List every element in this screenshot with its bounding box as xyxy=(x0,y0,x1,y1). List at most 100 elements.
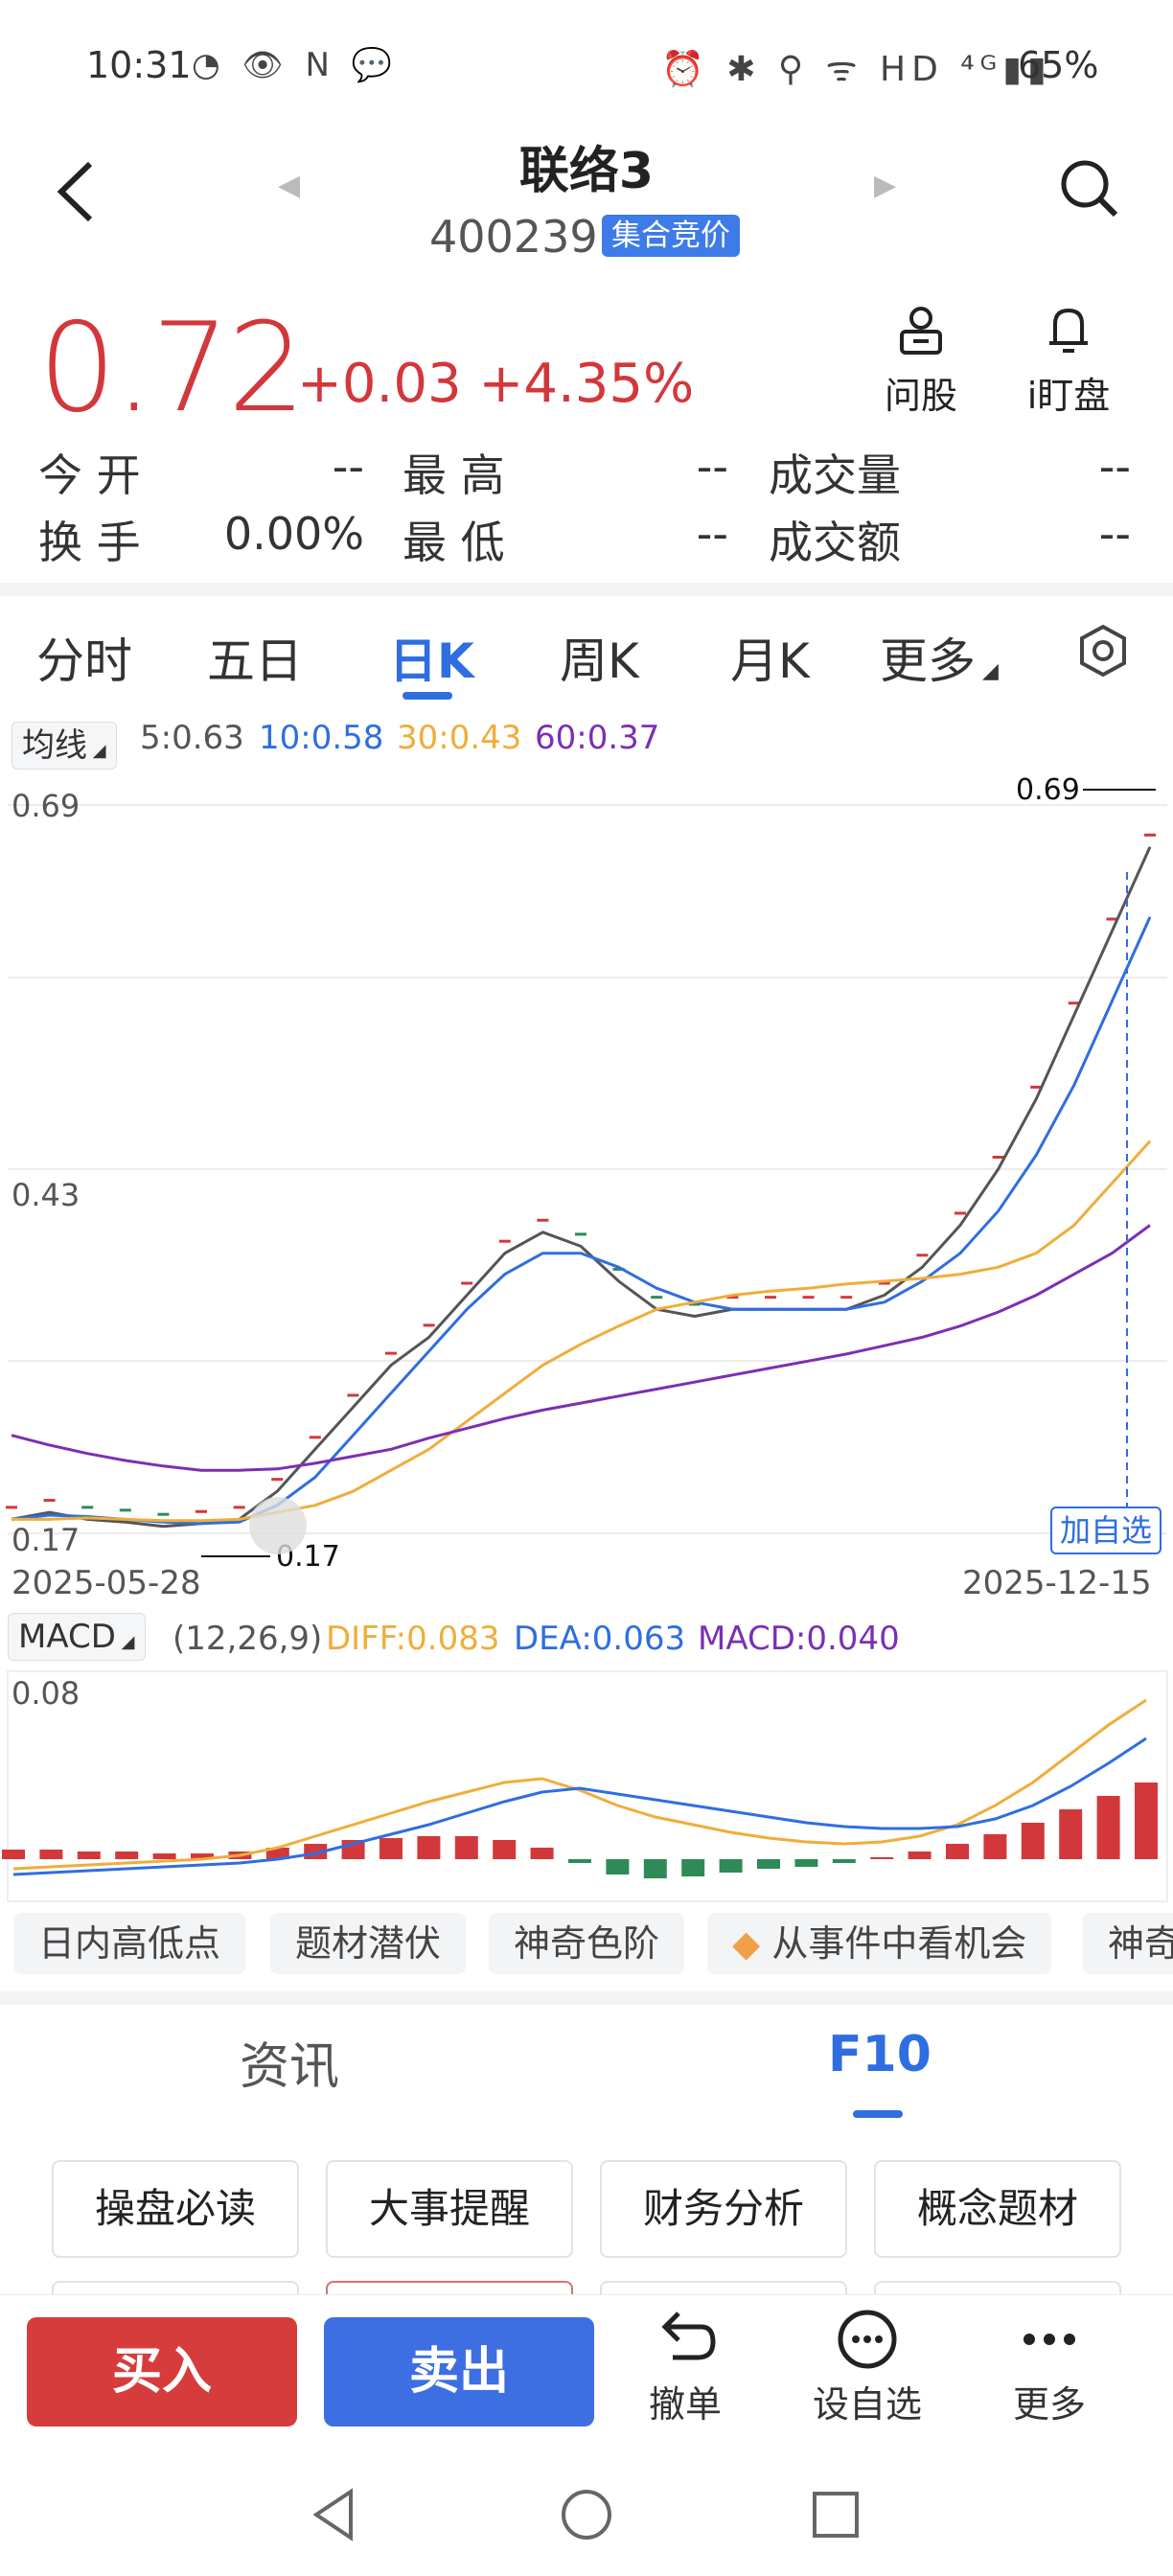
candle-mark xyxy=(954,1211,966,1215)
search-icon[interactable] xyxy=(1060,159,1119,218)
back-icon[interactable] xyxy=(52,158,100,242)
turnover-label: 换 手 xyxy=(38,517,141,568)
set-watch-button[interactable]: 设自选 xyxy=(795,2308,939,2427)
macd-bar xyxy=(115,1852,139,1859)
tag-magic-more[interactable]: 神奇 xyxy=(1083,1913,1173,1974)
candle-mark xyxy=(688,1302,701,1306)
macd-y-tick: 0.08 xyxy=(12,1675,80,1712)
f10-trading-essentials[interactable]: 操盘必读 xyxy=(52,2160,299,2258)
active-tab-indicator xyxy=(402,692,452,700)
candle-mark xyxy=(612,1267,625,1271)
cancel-order-label: 撤单 xyxy=(648,2383,722,2426)
candle-mark xyxy=(81,1506,94,1509)
tab-weekly-k[interactable]: 周K xyxy=(560,633,639,689)
candle-mark xyxy=(537,1218,549,1222)
bell-icon xyxy=(1049,308,1088,353)
tab-intraday[interactable]: 分时 xyxy=(36,633,132,689)
tab-monthly-k[interactable]: 月K xyxy=(730,633,810,689)
tag-event-opportunity[interactable]: ◆ 从事件中看机会 xyxy=(707,1913,1052,1974)
ma-chip: 均线 ◢ xyxy=(12,722,117,770)
ask-stock-button[interactable]: 问股 xyxy=(859,305,983,419)
volume-label: 成交量 xyxy=(769,449,901,501)
macd-selector[interactable]: MACD ◢ xyxy=(8,1613,146,1661)
status-notification-icons: ◔ 👁 N 💬 xyxy=(192,46,399,84)
price-change: +0.03 +4.35% xyxy=(297,353,695,415)
diamond-icon: ◆ xyxy=(732,1922,772,1965)
auction-badge: 集合竞价 xyxy=(602,215,740,257)
macd-bar xyxy=(380,1838,402,1859)
set-watch-label: 设自选 xyxy=(812,2383,922,2426)
ma5-value: 5:0.63 xyxy=(140,719,244,757)
candle-mark xyxy=(6,1506,17,1509)
macd-bar xyxy=(265,1848,289,1859)
prev-stock-icon[interactable]: ◀ xyxy=(278,169,301,202)
dea-line xyxy=(12,1736,1147,1876)
undo-icon xyxy=(661,2312,716,2360)
dropdown-icon: ◢ xyxy=(115,1632,135,1652)
macd-bar xyxy=(1021,1823,1045,1859)
event-marker-icon[interactable] xyxy=(249,1497,307,1554)
stock-code: 400239 xyxy=(429,211,598,263)
ma-chip-label: 均线 xyxy=(22,726,87,765)
low-value: -- xyxy=(696,508,728,560)
macd-bar xyxy=(908,1852,932,1859)
cancel-order-button[interactable]: 撤单 xyxy=(613,2308,757,2427)
tab-daily-k[interactable]: 日K xyxy=(389,633,474,689)
tab-news[interactable]: 资讯 xyxy=(240,2038,340,2096)
kline-chart[interactable]: 0.69 0.43 0.17 0.69 0.17 xyxy=(0,767,1173,1620)
tag-intraday-hilo[interactable]: 日内高低点 xyxy=(13,1913,246,1974)
f10-major-events[interactable]: 大事提醒 xyxy=(326,2160,573,2258)
system-nav-bar xyxy=(0,2463,1173,2576)
candle-mark xyxy=(651,1296,663,1300)
macd-bar xyxy=(568,1859,591,1863)
low-label: 最 低 xyxy=(402,517,505,568)
macd-bar xyxy=(493,1840,517,1859)
tag-magic-gradient[interactable]: 神奇色阶 xyxy=(489,1913,685,1974)
macd-bar xyxy=(1135,1782,1158,1859)
add-watchlist-tag[interactable]: 加自选 xyxy=(1050,1506,1162,1554)
macd-chip-label: MACD xyxy=(18,1618,116,1656)
macd-bar xyxy=(530,1848,554,1859)
tag-theme-ambush[interactable]: 题材潜伏 xyxy=(270,1913,467,1974)
dea-value: DEA:0.063 xyxy=(514,1620,686,1658)
f10-financial-analysis[interactable]: 财务分析 xyxy=(600,2160,847,2258)
macd-bar xyxy=(643,1859,667,1878)
buy-button[interactable]: 买入 xyxy=(27,2317,297,2426)
nav-back-icon[interactable] xyxy=(307,2486,364,2543)
current-price: 0.72 xyxy=(38,297,306,440)
candle-mark xyxy=(992,1156,1004,1159)
sell-button[interactable]: 卖出 xyxy=(324,2317,594,2426)
macd-bar xyxy=(870,1857,894,1859)
macd-chip: MACD ◢ xyxy=(8,1613,146,1661)
macd-bar xyxy=(191,1853,214,1859)
candle-mark xyxy=(1030,1085,1043,1089)
tab-five-day[interactable]: 五日 xyxy=(207,633,303,689)
high-value: -- xyxy=(696,441,728,493)
dropdown-icon: ◢ xyxy=(976,659,999,683)
ma10-value: 10:0.58 xyxy=(259,719,384,757)
nav-recents-icon[interactable] xyxy=(807,2486,864,2543)
watch-button[interactable]: i盯盘 xyxy=(1006,305,1131,419)
tab-more[interactable]: 更多 ◢ xyxy=(880,623,999,692)
macd-params: (12,26,9) xyxy=(172,1620,323,1658)
ma30-value: 30:0.43 xyxy=(397,719,522,757)
more-circle-icon xyxy=(838,2310,897,2369)
next-stock-icon[interactable]: ▶ xyxy=(874,169,897,202)
candle-mark xyxy=(423,1323,435,1327)
ma-selector[interactable]: 均线 ◢ xyxy=(12,719,117,770)
macd-bar xyxy=(417,1836,441,1859)
open-label: 今 开 xyxy=(38,449,141,501)
settings-icon[interactable] xyxy=(1075,623,1131,682)
x-start-label: 2025-05-28 xyxy=(12,1564,201,1602)
nav-home-icon[interactable] xyxy=(558,2486,615,2543)
dropdown-icon: ◢ xyxy=(87,741,106,761)
macd-bar xyxy=(2,1850,25,1859)
tab-f10[interactable]: F10 xyxy=(828,2026,932,2083)
more-button[interactable]: 更多 xyxy=(978,2308,1121,2427)
f10-concept-themes[interactable]: 概念题材 xyxy=(874,2160,1121,2258)
macd-bar xyxy=(152,1853,176,1859)
diff-line xyxy=(12,1698,1147,1871)
macd-chart[interactable]: 0.08 xyxy=(0,1668,1173,1907)
divider xyxy=(0,1991,1173,2005)
candle-mark xyxy=(1144,833,1156,837)
